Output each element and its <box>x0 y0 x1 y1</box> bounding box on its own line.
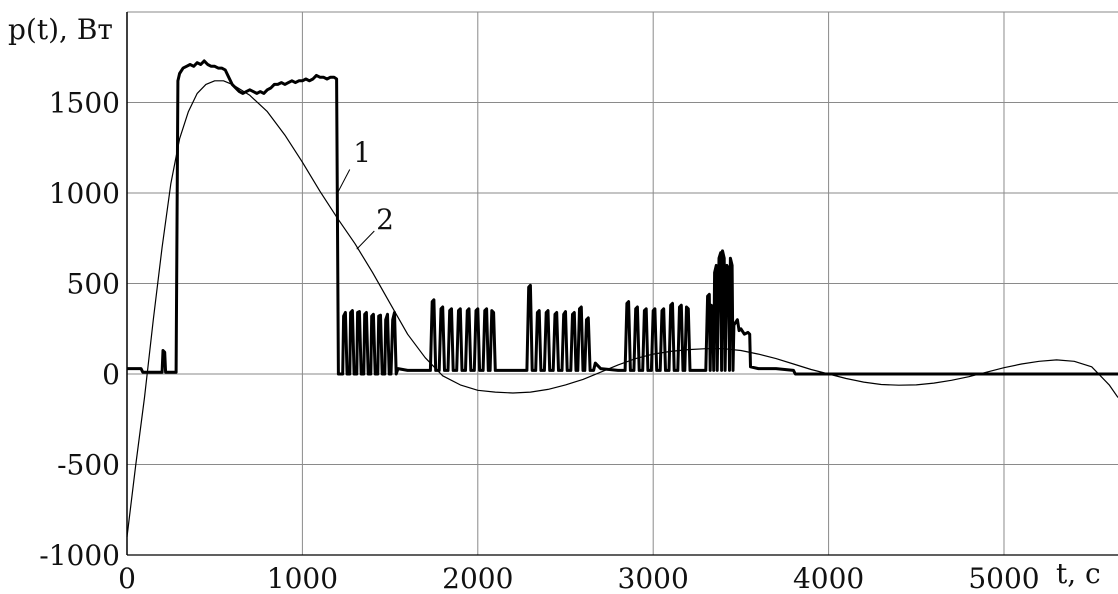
y-tick-label: 0 <box>102 358 120 391</box>
x-tick-label: 1000 <box>267 562 338 594</box>
grid <box>126 11 1118 556</box>
x-tick-label: 4000 <box>793 562 864 594</box>
y-tick-label: 1500 <box>49 87 120 120</box>
x-tick-label: 5000 <box>968 562 1039 594</box>
series-2-line <box>126 80 1118 537</box>
annotation-leader-2 <box>356 230 375 250</box>
annotation-label-1: 1 <box>353 136 371 169</box>
annotation-label-2: 2 <box>376 203 394 236</box>
series-1-line <box>127 59 1118 376</box>
y-axis-label: p(t), Вт <box>8 13 113 46</box>
annotation-leader-1 <box>337 169 351 194</box>
y-tick-label: -1000 <box>39 539 120 572</box>
y-tick-label: 500 <box>67 268 120 301</box>
y-tick-label: 1000 <box>49 177 120 210</box>
y-tick-label: -500 <box>57 449 120 482</box>
x-tick-label: 3000 <box>618 562 689 594</box>
annotations: 12 <box>337 136 394 250</box>
x-tick-label: 2000 <box>442 562 513 594</box>
series-group <box>126 59 1118 537</box>
tick-labels: 0 1000 2000 3000 4000 5000 -1000 -500 0 500 1000 15… <box>39 87 1039 594</box>
x-axis-label: t, с <box>1056 557 1101 590</box>
x-tick-label: 0 <box>118 562 136 594</box>
